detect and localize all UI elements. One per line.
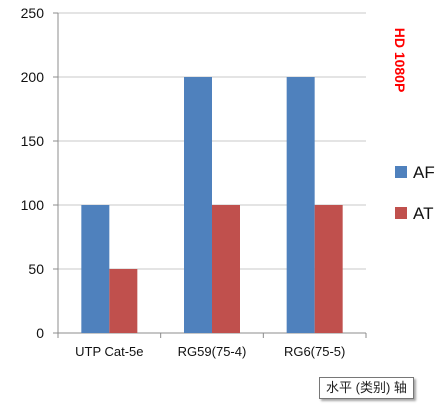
- legend-swatch-af: [395, 166, 407, 178]
- y-tick-label: 0: [36, 325, 44, 341]
- bar-af-1: [81, 205, 110, 333]
- bar-at-3: [314, 205, 343, 333]
- legend-label-at: AT: [413, 204, 433, 223]
- y-tick-label: 250: [21, 5, 45, 21]
- legend-label-af: AF: [413, 163, 435, 182]
- y-tick-label: 50: [28, 261, 44, 277]
- bar-at-2: [212, 205, 240, 333]
- bar-af-3: [286, 77, 315, 333]
- side-label: HD 1080P: [392, 28, 408, 93]
- x-tick-label: UTP Cat-5e: [75, 344, 143, 359]
- axis-tooltip: 水平 (类别) 轴: [319, 377, 414, 399]
- legend-swatch-at: [395, 207, 407, 219]
- x-tick-label: RG59(75-4): [178, 344, 247, 359]
- y-tick-label: 150: [21, 133, 45, 149]
- y-tick-label: 200: [21, 69, 45, 85]
- bar-at-1: [109, 269, 138, 333]
- y-tick-label: 100: [21, 197, 45, 213]
- x-tick-label: RG6(75-5): [284, 344, 345, 359]
- bar-af-2: [184, 77, 212, 333]
